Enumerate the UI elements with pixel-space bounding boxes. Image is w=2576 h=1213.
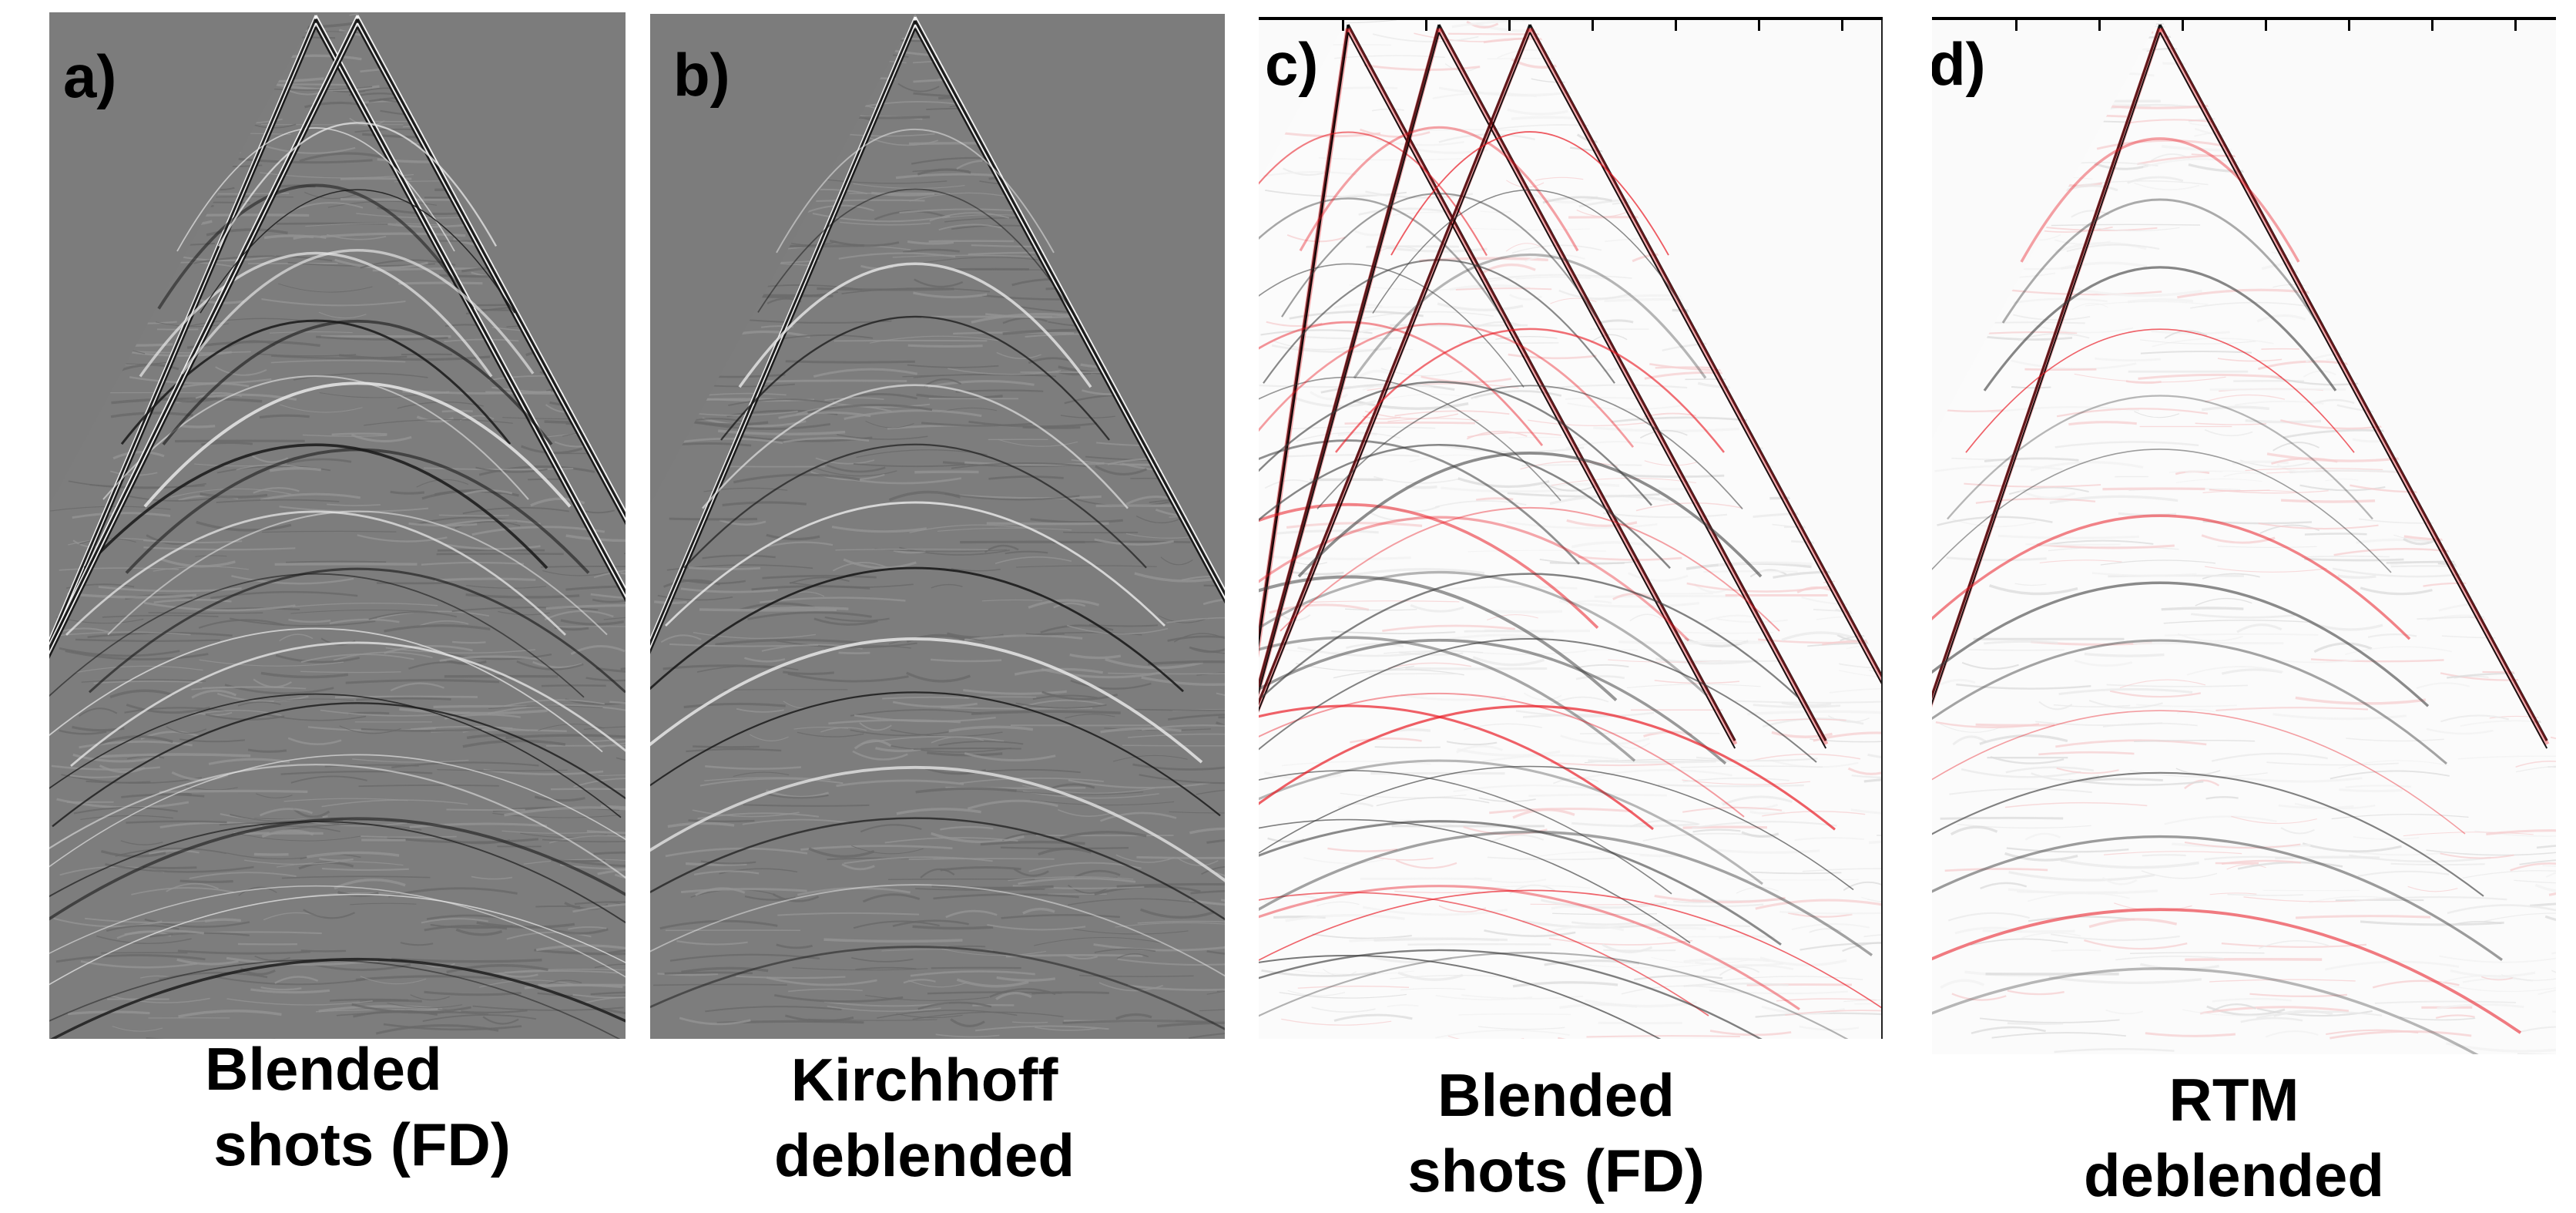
texture-streak <box>2281 500 2375 502</box>
caption-d-line2: deblended <box>2026 1137 2442 1213</box>
caption-a-line1: Blended <box>154 1031 570 1107</box>
texture-streak <box>786 361 915 362</box>
texture-streak <box>2007 1023 2063 1024</box>
axis-tick <box>1425 18 1427 31</box>
axis-tick <box>1758 18 1760 31</box>
axis-tick <box>2015 18 2018 31</box>
axis-tick <box>1675 18 1677 31</box>
texture-streak <box>948 946 985 947</box>
caption-a-line2: shots (FD) <box>154 1107 570 1182</box>
axis-tick <box>1841 18 1843 31</box>
texture-streak <box>1345 422 1475 423</box>
caption-b-line2: deblended <box>716 1117 1132 1193</box>
seismic-gather-a <box>49 12 626 1039</box>
seismic-gather-c <box>1259 17 1883 1039</box>
caption-c-line1: Blended <box>1348 1057 1764 1133</box>
texture-streak <box>1528 795 1666 796</box>
texture-streak <box>398 283 482 284</box>
texture-streak <box>1703 571 1797 572</box>
texture-streak <box>180 881 233 882</box>
panel-d-top-axis <box>1932 17 2556 20</box>
texture-streak <box>849 193 950 194</box>
texture-streak <box>888 879 1035 880</box>
axis-tick <box>2098 18 2101 31</box>
axis-tick <box>1508 18 1511 31</box>
texture-streak <box>1122 745 1225 746</box>
texture-streak <box>1405 668 1547 669</box>
texture-streak <box>1340 88 1397 89</box>
axis-tick <box>2182 18 2184 31</box>
texture-streak <box>2185 959 2322 960</box>
texture-streak <box>1375 747 1441 748</box>
texture-streak <box>1588 761 1716 762</box>
texture-streak <box>1459 343 1558 344</box>
caption-b-line1: Kirchhoff <box>716 1042 1132 1117</box>
texture-streak <box>1464 631 1554 632</box>
texture-streak <box>1485 611 1562 612</box>
texture-streak <box>178 425 215 427</box>
texture-streak <box>2024 369 2096 370</box>
texture-streak <box>1531 904 1656 905</box>
texture-streak <box>1854 1003 1883 1004</box>
texture-streak <box>1374 939 1507 940</box>
texture-streak <box>2209 389 2346 390</box>
panel-a-image: a) <box>49 12 626 1039</box>
caption-a: Blended shots (FD) <box>154 1031 570 1182</box>
texture-streak <box>2305 533 2367 534</box>
seismic-gather-b <box>650 14 1225 1039</box>
texture-streak <box>693 746 760 747</box>
seismic-gather-d <box>1932 17 2556 1054</box>
texture-streak <box>437 553 564 554</box>
caption-c-line2: shots (FD) <box>1348 1133 1764 1208</box>
caption-d: RTM deblended <box>2026 1062 2442 1213</box>
axis-tick <box>2348 18 2350 31</box>
panel-c-top-axis <box>1259 17 1883 20</box>
texture-streak <box>2339 790 2402 791</box>
texture-streak <box>908 345 983 346</box>
texture-streak <box>2051 950 2101 951</box>
texture-streak <box>987 523 1109 524</box>
texture-streak <box>1136 857 1225 858</box>
panel-b-image: b) <box>650 14 1225 1039</box>
texture-streak <box>452 642 485 643</box>
axis-tick <box>2514 18 2517 31</box>
panel-d-image: d) <box>1932 17 2556 1054</box>
texture-streak <box>143 867 196 868</box>
texture-streak <box>1692 660 1785 661</box>
texture-streak <box>542 685 606 686</box>
texture-streak <box>931 968 1021 969</box>
texture-streak <box>816 200 924 201</box>
texture-streak <box>332 434 387 435</box>
axis-tick <box>1592 18 1594 31</box>
texture-streak <box>275 564 418 565</box>
texture-streak <box>929 241 1014 242</box>
texture-streak <box>2162 608 2244 610</box>
axis-tick <box>1342 18 1344 31</box>
axis-tick <box>2431 18 2433 31</box>
texture-streak <box>839 653 870 654</box>
caption-c: Blended shots (FD) <box>1348 1057 1764 1208</box>
texture-streak <box>1976 724 2055 725</box>
texture-streak <box>1983 931 2075 932</box>
axis-tick <box>2265 18 2267 31</box>
caption-b: Kirchhoff deblended <box>716 1042 1132 1193</box>
texture-streak <box>1407 944 1551 945</box>
panel-c-image: c) <box>1259 17 1883 1039</box>
texture-streak <box>914 748 1021 749</box>
caption-d-line1: RTM <box>2026 1062 2442 1137</box>
